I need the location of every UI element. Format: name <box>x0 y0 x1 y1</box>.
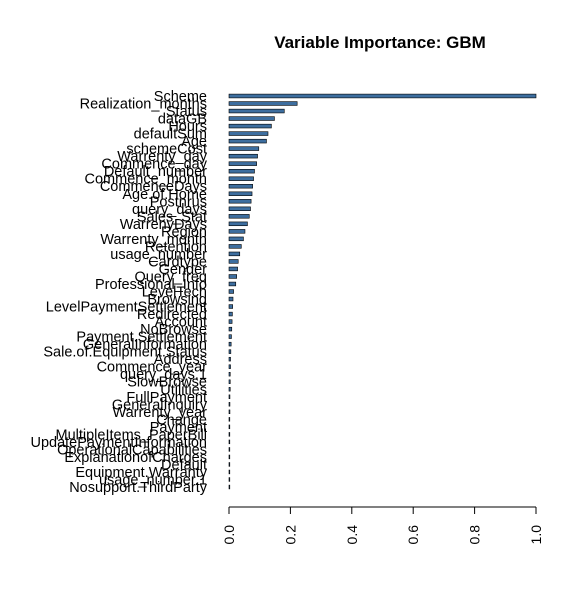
bar-Age.of.Home <box>229 192 252 196</box>
bar-group <box>229 94 536 489</box>
bar-Utilities <box>229 387 230 391</box>
bar-Commence_day <box>229 162 257 166</box>
bar-Address <box>229 357 231 361</box>
bar-Redirected <box>229 312 232 316</box>
bar-LevelTech <box>229 290 234 294</box>
x-tick-label: 0.2 <box>282 525 298 545</box>
bar-CommenceDays <box>229 184 253 188</box>
bar-query_days.1 <box>229 372 230 376</box>
bar-Retention <box>229 244 241 248</box>
bar-Age <box>229 139 266 143</box>
bar-usage_number <box>229 252 240 256</box>
bar-Account <box>229 320 232 324</box>
bar-FullPayment <box>229 395 230 399</box>
bar-Warrenty_year <box>229 410 230 414</box>
bar-OperationalCapabilities <box>229 448 230 452</box>
x-axis: 0.0 0.2 0.4 0.6 0.8 1.0 <box>221 507 544 544</box>
category-label-group: SchemeRealization_monthsStatusdataGBHour… <box>30 89 207 496</box>
bar-Nosupport.ThirdParty <box>229 485 230 489</box>
category-label: Nosupport.ThirdParty <box>69 480 208 496</box>
bar-Commence_year <box>229 365 231 369</box>
bar-Region <box>229 229 245 233</box>
bar-Browsing <box>229 297 233 301</box>
bar-ExplanationofCharges <box>229 455 230 459</box>
bar-Sales_Stat <box>229 214 249 218</box>
bar-Payment.Settlement <box>229 335 231 339</box>
x-tick-label: 0.6 <box>405 525 421 545</box>
bar-UpdatePaymentInformation <box>229 440 230 444</box>
bar-Professional_Info <box>229 282 236 286</box>
bar-Payment <box>229 425 230 429</box>
bar-SlowBrowse <box>229 380 230 384</box>
bar-Default <box>229 463 230 467</box>
bar-Commence_month <box>229 177 254 181</box>
chart-title: Variable Importance: GBM <box>274 33 486 52</box>
bar-Warrenty_day <box>229 154 258 158</box>
bar-NoBrowse <box>229 327 232 331</box>
bar-MultipleItems_PaperBill <box>229 432 230 436</box>
x-tick-label: 0.4 <box>344 525 360 545</box>
bar-usage_number.1 <box>229 478 230 482</box>
bar-Scheme <box>229 94 536 98</box>
bar-Hours <box>229 124 271 128</box>
x-tick-label: 0.8 <box>467 525 483 545</box>
bar-Cardtype <box>229 260 238 264</box>
bar-Sale.of.Equipment.Status <box>229 350 231 354</box>
x-tick-label: 1.0 <box>528 525 544 545</box>
bar-query_days <box>229 207 250 211</box>
bar-Warrenty_month <box>229 237 243 241</box>
bar-WarrenyDays <box>229 222 247 226</box>
bar-Postnrus <box>229 199 251 203</box>
x-tick-label: 0.0 <box>221 525 237 545</box>
bar-Change <box>229 417 230 421</box>
bar-defaultSum <box>229 132 268 136</box>
bar-schemeCost <box>229 147 259 151</box>
bar-LevelPaymentSettlement <box>229 305 233 309</box>
bar-GeneralInformation <box>229 342 231 346</box>
bar-Equipment.Warranty <box>229 470 230 474</box>
bar-dataGB <box>229 117 274 121</box>
bar-Query_freq <box>229 275 237 279</box>
bar-Gender <box>229 267 238 271</box>
bar-Default_number <box>229 169 254 173</box>
bar-GeneralInquiry <box>229 402 230 406</box>
bar-Status <box>229 109 284 113</box>
bar-Realization_months <box>229 102 297 106</box>
